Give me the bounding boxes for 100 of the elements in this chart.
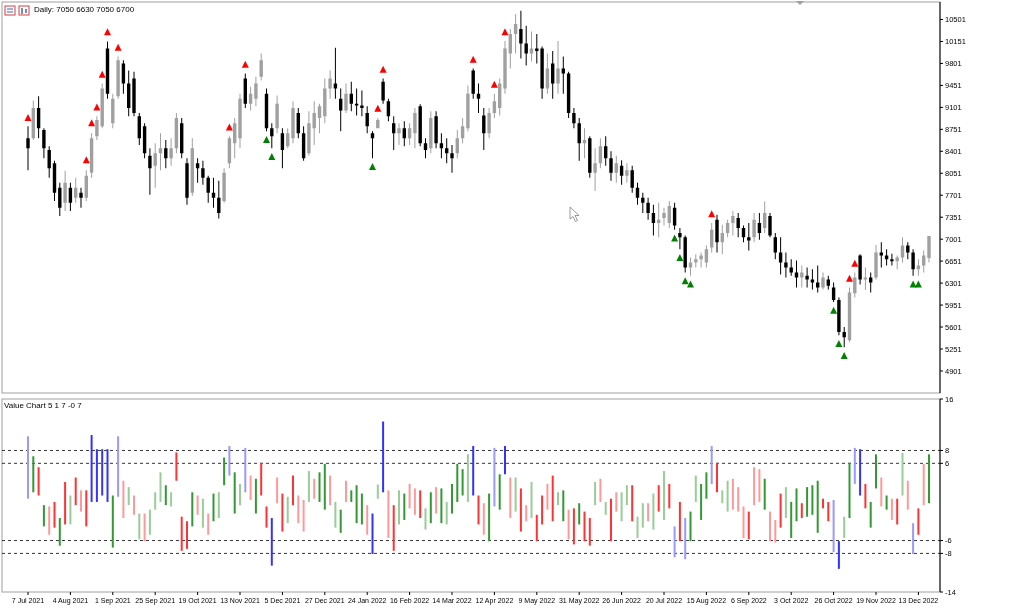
bar xyxy=(504,445,506,475)
bar xyxy=(652,493,655,530)
bar xyxy=(175,452,178,481)
candlestick xyxy=(890,253,894,266)
bar xyxy=(143,513,146,542)
bar xyxy=(461,469,464,496)
bar xyxy=(445,501,448,525)
bar xyxy=(525,505,528,522)
point xyxy=(671,234,679,242)
bar xyxy=(355,485,358,524)
bar xyxy=(519,488,522,532)
point xyxy=(104,28,111,36)
bar xyxy=(588,518,591,546)
bar xyxy=(233,472,236,514)
candlestick xyxy=(201,160,205,185)
bar xyxy=(27,436,29,499)
bar xyxy=(721,490,724,504)
bar xyxy=(249,475,252,500)
candlestick xyxy=(747,222,751,251)
bar xyxy=(880,477,883,507)
bar xyxy=(186,521,188,549)
bar xyxy=(848,462,851,519)
candlestick xyxy=(810,269,815,290)
candlestick xyxy=(837,297,841,336)
bar xyxy=(472,445,475,496)
bar xyxy=(747,511,750,540)
candlestick xyxy=(238,93,242,149)
bar xyxy=(53,501,56,528)
bar xyxy=(302,500,305,532)
point xyxy=(225,123,233,131)
bar xyxy=(80,490,82,512)
bar xyxy=(201,498,204,528)
candlestick xyxy=(344,83,348,114)
bar xyxy=(837,541,840,569)
bar xyxy=(451,483,453,514)
bar xyxy=(832,500,835,553)
candlestick xyxy=(593,148,597,191)
candlestick xyxy=(354,88,359,116)
bar xyxy=(371,513,374,555)
bar xyxy=(890,498,893,520)
candlestick xyxy=(556,40,560,94)
bar xyxy=(716,462,718,493)
bar xyxy=(493,447,496,507)
bar xyxy=(350,490,353,502)
bar xyxy=(239,483,241,506)
bar xyxy=(535,514,538,542)
bar xyxy=(170,492,173,507)
bar xyxy=(366,505,369,535)
candlestick xyxy=(63,170,67,211)
bar xyxy=(779,493,782,528)
bar xyxy=(148,509,151,535)
bar xyxy=(382,421,385,493)
candlestick xyxy=(79,187,83,208)
point xyxy=(263,136,270,144)
candlestick xyxy=(42,128,46,159)
bar xyxy=(758,469,761,502)
bar xyxy=(191,492,194,527)
candlestick xyxy=(853,272,857,298)
bar xyxy=(276,477,279,504)
bar xyxy=(689,511,692,542)
candlestick xyxy=(821,272,825,290)
bar xyxy=(424,508,427,530)
candlestick xyxy=(874,244,878,280)
bar xyxy=(763,478,766,510)
point xyxy=(24,114,32,122)
candlestick xyxy=(879,242,883,268)
bar xyxy=(636,516,639,538)
bar xyxy=(196,495,199,515)
candlestick xyxy=(694,254,698,268)
bar xyxy=(376,484,379,499)
bar xyxy=(133,495,135,515)
bar xyxy=(488,493,491,542)
candlestick xyxy=(519,10,523,59)
candlestick xyxy=(482,108,486,151)
bar xyxy=(260,462,263,496)
bar xyxy=(339,509,342,533)
candlestick xyxy=(646,197,650,220)
candlestick xyxy=(275,95,279,134)
bar xyxy=(742,506,745,538)
bar xyxy=(678,501,681,542)
candlestick xyxy=(270,123,274,149)
point xyxy=(830,306,838,314)
bar xyxy=(541,495,544,525)
point xyxy=(268,153,276,161)
bar xyxy=(482,503,485,535)
bar xyxy=(180,516,183,551)
bar xyxy=(270,518,273,566)
candlestick xyxy=(911,249,915,276)
bar xyxy=(307,471,310,502)
bar xyxy=(546,483,549,510)
bar xyxy=(663,471,665,520)
point xyxy=(241,60,249,68)
candlestick xyxy=(503,40,507,94)
bar xyxy=(700,483,703,520)
bar xyxy=(705,472,708,499)
bar xyxy=(265,506,268,528)
bar xyxy=(668,483,671,509)
bar xyxy=(398,490,400,525)
point xyxy=(379,65,387,73)
bar xyxy=(419,490,422,519)
